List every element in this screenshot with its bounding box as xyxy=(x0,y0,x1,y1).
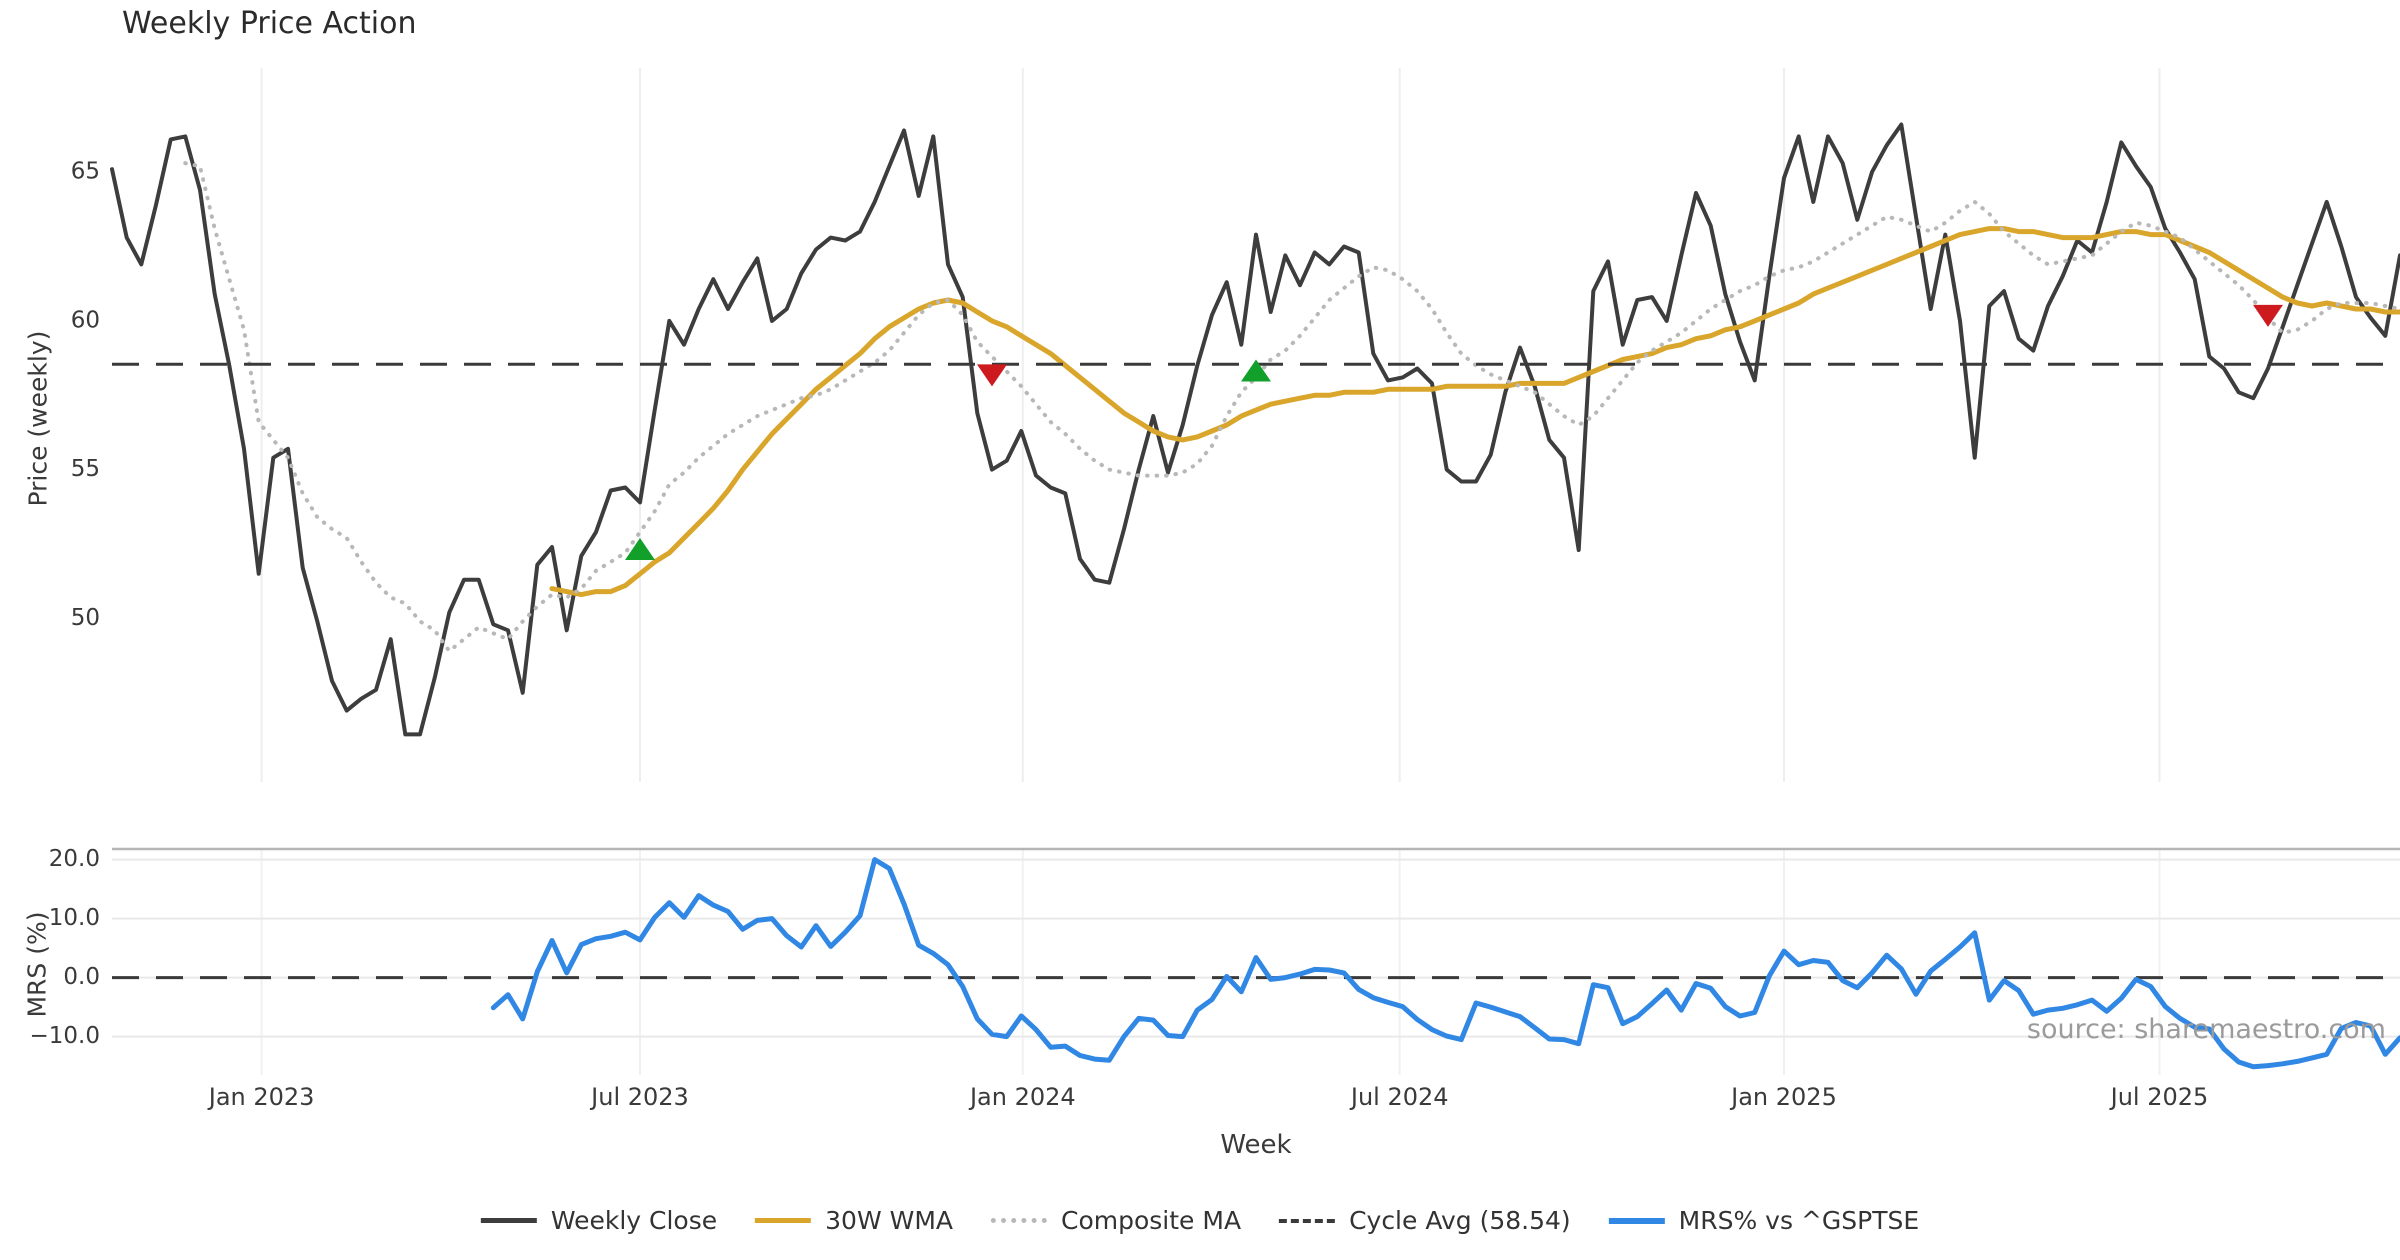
legend-label: Composite MA xyxy=(1061,1206,1242,1235)
sell-marker-icon xyxy=(2253,304,2283,327)
x-tick-label: Jul 2025 xyxy=(2109,1083,2209,1111)
legend-item-mrs: MRS% vs ^GSPTSE xyxy=(1608,1206,1920,1235)
legend-item-composite-ma: Composite MA xyxy=(991,1206,1241,1235)
mrs-line xyxy=(490,857,2400,1070)
mrs-ytick-label: 10.0 xyxy=(49,905,100,931)
mrs-ytick-label: 0.0 xyxy=(63,964,100,990)
weekly-close-line-icon xyxy=(480,1218,537,1223)
x-axis-label: Week xyxy=(1220,1130,1292,1160)
price-ytick-label: 50 xyxy=(71,605,100,631)
mrs-ytick-label: −10.0 xyxy=(30,1023,100,1049)
price-ytick-label: 60 xyxy=(71,307,100,333)
legend-label: 30W WMA xyxy=(825,1206,954,1235)
mrs-axis-label: MRS (%) xyxy=(22,911,52,1018)
source-watermark: source: sharemaestro.com xyxy=(2026,1014,2386,1045)
composite-ma-line xyxy=(183,161,2400,654)
composite-ma-line-icon xyxy=(991,1218,1048,1223)
legend-item-weekly-close: Weekly Close xyxy=(480,1206,718,1235)
legend-item-cycle-avg: Cycle Avg (58.54) xyxy=(1279,1206,1571,1235)
buy-marker-icon xyxy=(625,537,655,560)
cycle-avg-line-icon xyxy=(1279,1218,1336,1223)
legend-label: Weekly Close xyxy=(550,1206,718,1235)
sell-marker-icon xyxy=(977,364,1007,387)
price-ytick-label: 55 xyxy=(71,456,100,482)
legend-label: MRS% vs ^GSPTSE xyxy=(1678,1206,1920,1235)
price-ytick-label: 65 xyxy=(71,159,100,185)
legend-item-30w-wma: 30W WMA xyxy=(755,1206,953,1235)
weekly-close-line xyxy=(110,122,2400,737)
wma-line xyxy=(549,226,2400,598)
x-tick-label: Jan 2023 xyxy=(207,1083,315,1111)
mrs-line-icon xyxy=(1608,1217,1665,1224)
x-tick-label: Jul 2024 xyxy=(1349,1083,1449,1111)
buy-marker-icon xyxy=(1241,359,1271,382)
mrs-ytick-label: 20.0 xyxy=(49,846,100,872)
legend-label: Cycle Avg (58.54) xyxy=(1349,1206,1571,1235)
wma-line-icon xyxy=(755,1218,812,1223)
x-tick-label: Jan 2025 xyxy=(1729,1083,1837,1111)
legend: Weekly Close 30W WMA Composite MA Cycle … xyxy=(480,1206,1920,1235)
x-tick-label: Jan 2024 xyxy=(968,1083,1076,1111)
chart-title: Weekly Price Action xyxy=(122,6,417,41)
price-axis-label: Price (weekly) xyxy=(23,330,53,507)
x-tick-label: Jul 2023 xyxy=(589,1083,689,1111)
